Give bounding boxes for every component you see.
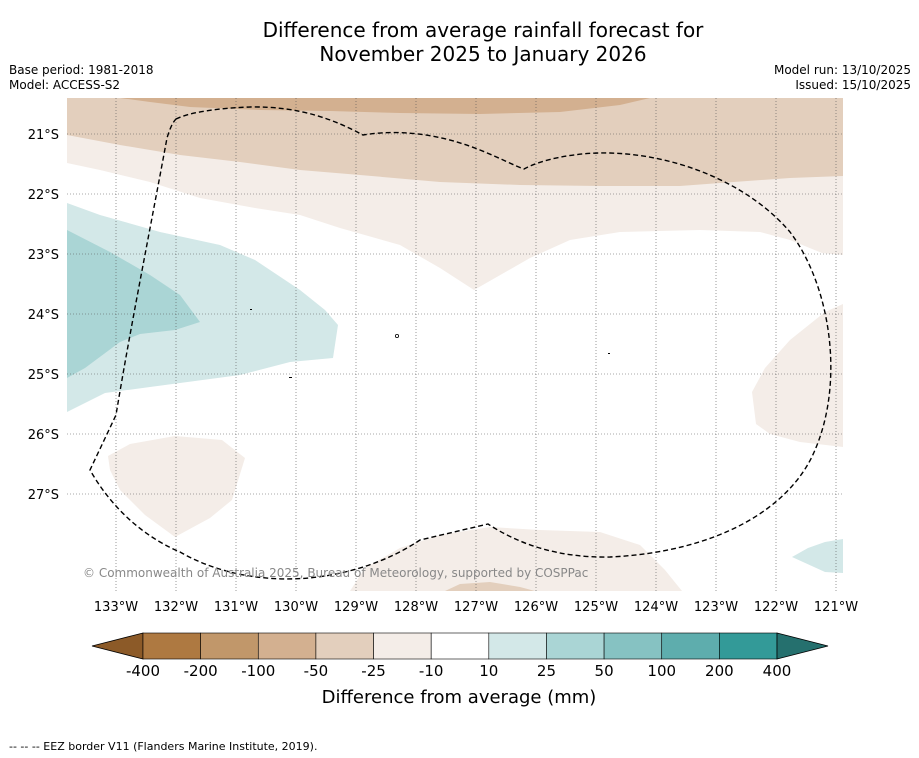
colorbar-tick-label: 200 xyxy=(705,662,734,680)
colorbar: -400 -200 -100 -50 -25 -10 10 25 50 100 200 400 Dif… xyxy=(91,632,829,708)
meta-right: Model run: 13/10/2025 Issued: 15/10/2025 xyxy=(774,63,911,93)
rainfall-contours xyxy=(67,98,843,591)
colorbar-tick-label: -400 xyxy=(126,662,160,680)
colorbar-cell xyxy=(257,632,317,660)
copyright-notice: © Commonwealth of Australia 2025, Bureau… xyxy=(83,566,588,580)
meta-left: Base period: 1981-2018 Model: ACCESS-S2 xyxy=(9,63,154,93)
lon-label: 126°W xyxy=(514,600,558,615)
colorbar-tick-label: -10 xyxy=(419,662,444,680)
region-dry-weak-south xyxy=(350,527,682,591)
colorbar-cell xyxy=(430,632,490,660)
latitude-labels: 21°S 22°S 23°S 24°S 25°S 26°S 27°S xyxy=(28,128,59,503)
lon-label: 125°W xyxy=(574,600,618,615)
lon-label: 121°W xyxy=(814,600,858,615)
base-period: Base period: 1981-2018 xyxy=(9,63,154,77)
title-line-1: Difference from average rainfall forecas… xyxy=(262,18,704,42)
model-run-date: Model run: 13/10/2025 xyxy=(773,63,911,77)
colorbar-tick-label: 400 xyxy=(763,662,792,680)
graticule xyxy=(67,98,843,591)
lat-label: 22°S xyxy=(28,188,59,203)
lon-label: 128°W xyxy=(394,600,438,615)
colorbar-tick-label: -200 xyxy=(184,662,218,680)
colorbar-tick-label: -100 xyxy=(241,662,275,680)
lon-label: 133°W xyxy=(94,600,138,615)
colorbar-extend-right xyxy=(776,632,829,660)
island-marks xyxy=(250,309,610,378)
lon-label: 132°W xyxy=(154,600,198,615)
colorbar-tick-label: 25 xyxy=(537,662,556,680)
region-wet-weak-southeast xyxy=(792,539,843,573)
lon-label: 131°W xyxy=(214,600,258,615)
lon-label: 122°W xyxy=(754,600,798,615)
lat-label: 25°S xyxy=(28,368,59,383)
lat-label: 27°S xyxy=(28,488,59,503)
region-wet-moderate-west xyxy=(67,230,200,378)
eez-footnote: -- -- -- EEZ border V11 (Flanders Marine… xyxy=(9,740,318,753)
region-wet-weak-west xyxy=(67,203,338,412)
map-title: Difference from average rainfall forecas… xyxy=(0,18,919,66)
colorbar-label: Difference from average (mm) xyxy=(322,687,597,708)
colorbar-cell xyxy=(603,632,663,660)
lat-label: 24°S xyxy=(28,308,59,323)
lat-label: 26°S xyxy=(28,428,59,443)
lon-label: 129°W xyxy=(334,600,378,615)
colorbar-cell xyxy=(719,632,778,660)
issued-date: Issued: 15/10/2025 xyxy=(795,78,911,92)
eez-border xyxy=(89,106,832,580)
colorbar-cell xyxy=(200,632,259,660)
region-dry-weak-east xyxy=(752,304,843,447)
lon-label: 130°W xyxy=(274,600,318,615)
colorbar-cell xyxy=(315,632,374,660)
colorbar-tick-label: 50 xyxy=(595,662,614,680)
colorbar-tick-label: -25 xyxy=(361,662,386,680)
region-dry-weak-southwest xyxy=(108,436,245,537)
model-name: Model: ACCESS-S2 xyxy=(9,78,121,92)
colorbar-tick-label: 100 xyxy=(647,662,676,680)
region-dry-moderate-south xyxy=(445,582,535,591)
colorbar-cell xyxy=(661,632,720,660)
lat-label: 23°S xyxy=(28,248,59,263)
region-dry-strong-north xyxy=(120,98,650,114)
lon-label: 127°W xyxy=(454,600,498,615)
longitude-labels: 133°W 132°W 131°W 130°W 129°W 128°W 127°… xyxy=(94,600,858,615)
colorbar-tick-label: 10 xyxy=(479,662,498,680)
lon-label: 124°W xyxy=(634,600,678,615)
title-line-2: November 2025 to January 2026 xyxy=(319,42,647,66)
lat-label: 21°S xyxy=(28,128,59,143)
lon-label: 123°W xyxy=(694,600,738,615)
colorbar-cell xyxy=(488,632,547,660)
colorbar-cell xyxy=(142,632,201,660)
colorbar-extend-left xyxy=(91,632,144,660)
region-dry-moderate-north xyxy=(67,98,843,186)
colorbar-tick-label: -50 xyxy=(304,662,329,680)
colorbar-cell xyxy=(546,632,605,660)
colorbar-cell xyxy=(373,632,432,660)
